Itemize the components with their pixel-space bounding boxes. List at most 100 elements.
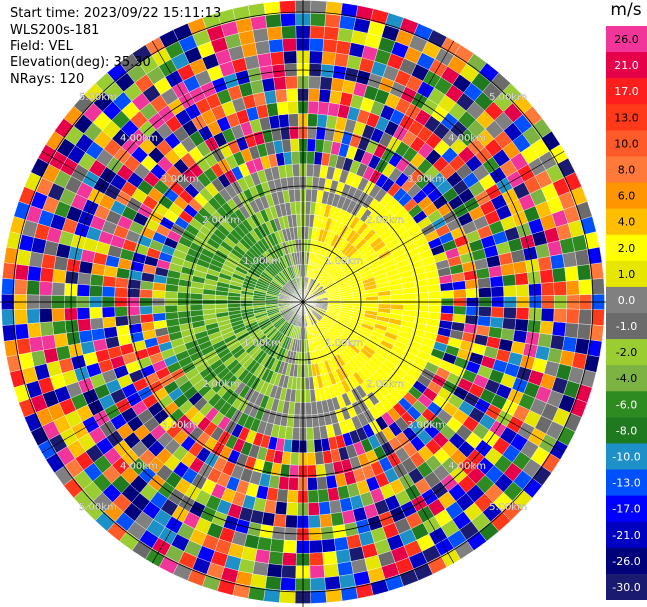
ppi-plot: 1.00km 1.00km 1.00km 1.00km 2.00km 2.00km 2.00… — [0, 0, 606, 607]
velocity-gate — [453, 288, 467, 299]
velocity-gate — [305, 176, 314, 190]
velocity-gate — [335, 548, 352, 564]
field-label: Field: VEL — [10, 39, 73, 54]
velocity-gate — [317, 101, 330, 116]
velocity-gate — [307, 489, 319, 504]
range-ring-label: 4.00km — [120, 133, 158, 144]
velocity-gate — [329, 89, 343, 105]
velocity-gate — [308, 88, 320, 102]
velocity-gate — [78, 260, 94, 275]
velocity-gate — [317, 488, 330, 503]
azimuth-spoke — [302, 150, 565, 303]
velocity-gate — [335, 40, 352, 56]
velocity-gate — [53, 255, 69, 272]
velocity-gate — [537, 332, 553, 349]
velocity-gate — [76, 284, 91, 297]
range-ring-label: 4.00km — [120, 461, 158, 472]
velocity-gate — [252, 27, 269, 43]
velocity-gate — [565, 280, 580, 296]
range-ring-label: 1.00km — [243, 256, 281, 267]
colorbar-swatch — [606, 78, 647, 105]
colorbar-tick-label: 0.0 — [618, 294, 636, 307]
velocity-gate — [281, 451, 292, 466]
velocity-gate — [551, 321, 567, 337]
velocity-gate — [415, 304, 429, 313]
colorbar-swatch — [606, 443, 647, 471]
colorbar-swatch — [606, 573, 647, 600]
velocity-gate — [101, 306, 116, 318]
velocity-gate — [276, 101, 289, 116]
colorbar-swatch — [606, 104, 647, 131]
velocity-gate — [295, 376, 302, 391]
velocity-gate — [139, 305, 153, 316]
velocity-gate — [89, 307, 103, 319]
velocity-gate — [76, 307, 91, 320]
range-ring-label: 2.00km — [366, 379, 404, 390]
velocity-gate — [274, 501, 288, 516]
velocity-gate — [284, 426, 294, 440]
velocity-gate — [316, 113, 328, 128]
velocity-gate — [514, 318, 529, 332]
velocity-gate — [312, 164, 322, 178]
colorbar: 26.0 21.0 17.0 13.0 10.0 8.0 6.0 4.0 2.0 1.0 0.0 -1… — [606, 26, 647, 600]
velocity-gate — [490, 306, 505, 318]
velocity-gate — [265, 575, 282, 591]
velocity-gate — [287, 489, 299, 504]
velocity-gate — [256, 536, 273, 552]
velocity-gate — [266, 26, 283, 41]
velocity-gate — [318, 501, 332, 516]
velocity-gate — [90, 262, 106, 276]
colorbar-tick-label: -13.0 — [612, 477, 640, 490]
velocity-gate — [114, 306, 128, 317]
velocity-gate — [305, 188, 313, 202]
velocity-gate — [562, 251, 578, 268]
azimuth-spoke — [302, 40, 455, 303]
velocity-gate — [514, 272, 529, 286]
elevation-label: Elevation(deg): 35.30 — [10, 55, 151, 70]
velocity-gate — [89, 285, 103, 297]
velocity-gate — [553, 281, 567, 296]
velocity-gate — [539, 320, 554, 336]
velocity-gate — [309, 552, 324, 566]
velocity-gate — [268, 550, 284, 566]
colorbar-swatch — [606, 156, 647, 184]
colorbar-swatch — [606, 521, 647, 549]
velocity-gate — [562, 336, 578, 353]
velocity-gate — [291, 427, 300, 441]
colorbar-swatch — [606, 365, 647, 392]
velocity-gate — [330, 77, 345, 93]
velocity-gate — [16, 249, 32, 267]
velocity-gate — [282, 552, 297, 566]
colorbar-swatch — [606, 469, 647, 497]
velocity-gate — [338, 15, 356, 31]
velocity-gate — [319, 513, 333, 528]
velocity-gate — [252, 561, 269, 577]
velocity-gate — [427, 311, 441, 321]
range-ring-label: 5.00km — [79, 92, 117, 103]
velocity-gate — [539, 268, 554, 284]
velocity-gate — [319, 76, 333, 91]
velocity-gate — [565, 308, 580, 324]
range-ring-label: 1.00km — [325, 338, 363, 349]
velocity-gate — [439, 312, 454, 322]
colorbar-tick-label: -26.0 — [612, 555, 640, 568]
colorbar-tick-label: -6.0 — [616, 398, 637, 411]
velocity-gate — [324, 575, 341, 591]
velocity-gate — [308, 75, 321, 90]
velocity-gate — [250, 15, 268, 31]
velocity-gate — [574, 337, 590, 355]
colorbar-swatch — [606, 286, 647, 314]
velocity-gate — [452, 313, 467, 324]
velocity-gate — [274, 88, 288, 103]
velocity-gate — [453, 305, 467, 316]
velocity-gate — [403, 304, 417, 312]
velocity-gate — [551, 267, 567, 283]
velocity-gate — [288, 477, 299, 491]
azimuth-spoke — [302, 301, 455, 564]
velocity-gate — [318, 88, 332, 103]
colorbar-tick-label: 13.0 — [614, 111, 639, 124]
velocity-gate — [308, 514, 321, 529]
velocity-gate — [549, 253, 565, 270]
colorbar-tick-label: 2.0 — [618, 242, 636, 255]
velocity-gate — [440, 305, 454, 315]
